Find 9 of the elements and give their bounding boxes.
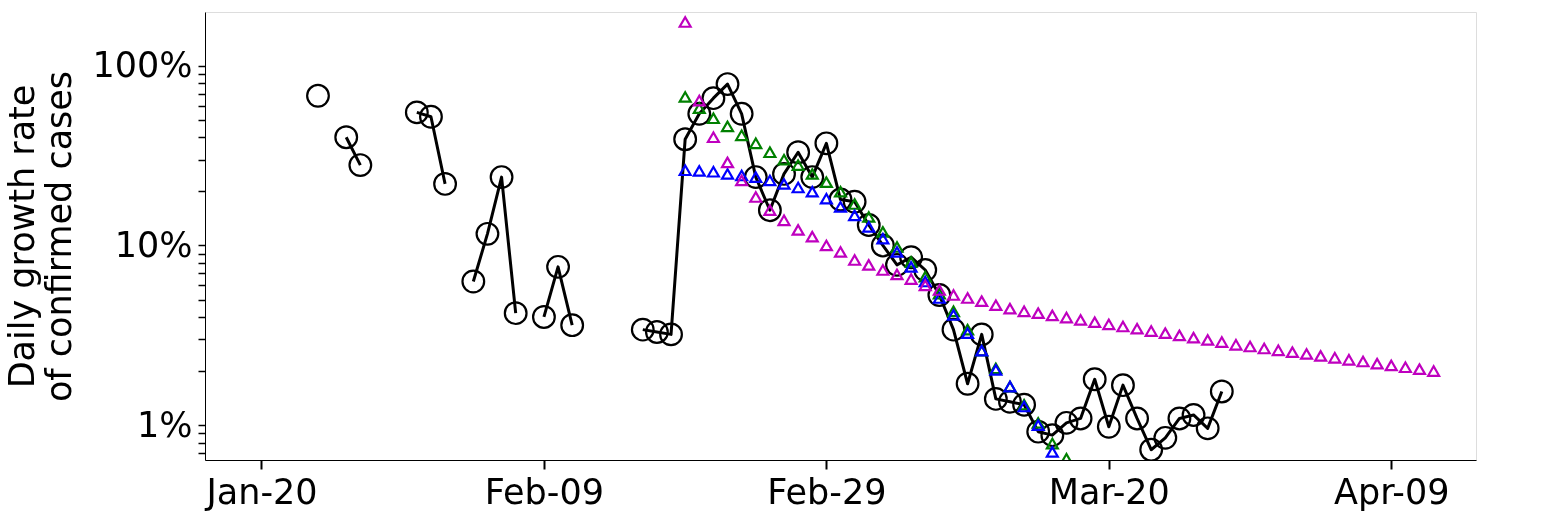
x-tick-label: Feb-29 [767,471,887,512]
x-tick-label: Feb-09 [484,471,604,512]
y-tick-label: 100% [92,45,193,86]
y-axis-title: Daily growth rate of confirmed cases [2,70,80,403]
x-tick-label: Mar-20 [1048,471,1170,512]
x-tick-label: Apr-09 [1334,471,1450,512]
y-tick-label: 10% [114,224,193,265]
y-tick-label: 1% [136,404,193,445]
x-tick-label: Jan-20 [204,471,318,512]
